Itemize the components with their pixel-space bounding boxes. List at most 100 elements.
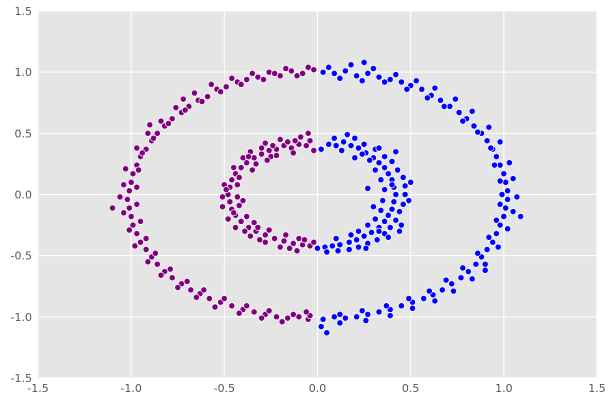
data-point <box>468 275 476 283</box>
data-point <box>496 177 504 185</box>
data-point <box>222 186 230 194</box>
data-point <box>483 137 491 145</box>
data-point <box>168 274 176 282</box>
data-point <box>517 213 525 220</box>
data-point <box>468 107 476 115</box>
data-point <box>261 231 269 239</box>
data-point <box>254 73 262 81</box>
data-point <box>353 72 361 80</box>
data-point <box>496 200 504 208</box>
x-axis-tick-labels: -1.5 -1.0 -0.5 0.0 0.5 1.0 1.5 <box>27 382 605 395</box>
data-point <box>431 297 439 305</box>
data-point <box>379 197 387 205</box>
data-point <box>120 209 128 217</box>
data-point <box>310 238 318 246</box>
data-point <box>492 230 500 238</box>
data-point <box>133 183 141 191</box>
data-point <box>306 137 314 145</box>
data-point <box>485 233 493 241</box>
data-point <box>261 139 269 147</box>
data-point <box>127 178 135 186</box>
data-point <box>250 154 258 162</box>
data-point <box>375 144 383 152</box>
data-point <box>181 106 189 114</box>
data-point <box>384 233 392 241</box>
data-point <box>382 302 390 310</box>
data-point <box>330 134 338 142</box>
data-point <box>125 204 133 212</box>
data-point <box>319 68 327 76</box>
data-point <box>330 69 338 77</box>
data-point <box>127 213 135 220</box>
data-point <box>284 138 292 146</box>
data-point <box>237 80 245 88</box>
data-point <box>336 241 344 249</box>
data-point <box>323 248 331 256</box>
data-point <box>392 191 400 198</box>
data-point <box>371 215 379 223</box>
data-point <box>364 69 372 77</box>
data-point <box>373 236 381 244</box>
data-point <box>362 317 370 324</box>
data-point <box>265 226 273 234</box>
data-point <box>491 161 498 169</box>
data-point <box>273 313 280 321</box>
data-point <box>407 178 415 186</box>
data-point <box>310 147 318 154</box>
data-point <box>496 138 504 146</box>
data-point <box>405 295 413 302</box>
data-point <box>334 247 342 255</box>
data-point <box>347 142 355 150</box>
data-point <box>317 323 325 331</box>
data-point <box>302 308 310 316</box>
data-point <box>487 144 495 152</box>
data-point <box>263 156 271 164</box>
data-point <box>371 166 379 174</box>
data-point <box>423 94 431 102</box>
data-point <box>150 134 157 142</box>
data-point <box>138 149 146 157</box>
y-tick-label: 1.5 <box>15 5 33 18</box>
data-point <box>271 69 279 77</box>
data-point <box>396 208 403 216</box>
data-point <box>291 137 299 145</box>
data-point <box>366 156 374 164</box>
data-point <box>144 258 152 266</box>
data-point <box>317 145 325 153</box>
data-point <box>276 135 284 143</box>
data-point <box>330 313 338 321</box>
data-point <box>172 104 180 112</box>
data-point <box>245 153 253 161</box>
data-point <box>381 217 389 225</box>
data-point <box>164 120 172 127</box>
y-tick-label: -1.0 <box>11 311 32 324</box>
data-point <box>116 193 124 201</box>
data-point <box>248 166 256 174</box>
data-point <box>341 314 349 322</box>
data-point <box>241 227 249 235</box>
data-point <box>120 181 128 189</box>
data-point <box>325 140 333 148</box>
data-point <box>252 160 260 168</box>
data-point <box>386 76 394 83</box>
data-point <box>232 224 239 231</box>
x-tick-label: 1.5 <box>588 382 606 395</box>
data-point <box>230 209 238 217</box>
data-point <box>258 150 266 158</box>
data-point <box>129 170 137 178</box>
x-tick-label: 0.0 <box>309 382 327 395</box>
data-point <box>448 280 456 288</box>
data-point <box>464 268 472 276</box>
data-point <box>278 318 286 326</box>
data-point <box>222 83 230 91</box>
data-point <box>226 198 234 206</box>
data-point <box>304 129 312 137</box>
data-point <box>235 173 243 181</box>
data-point <box>258 314 266 322</box>
data-point <box>440 102 448 110</box>
data-point <box>474 128 482 136</box>
data-point <box>239 197 247 205</box>
data-point <box>243 76 251 83</box>
data-point <box>286 244 294 252</box>
data-point <box>396 227 403 235</box>
